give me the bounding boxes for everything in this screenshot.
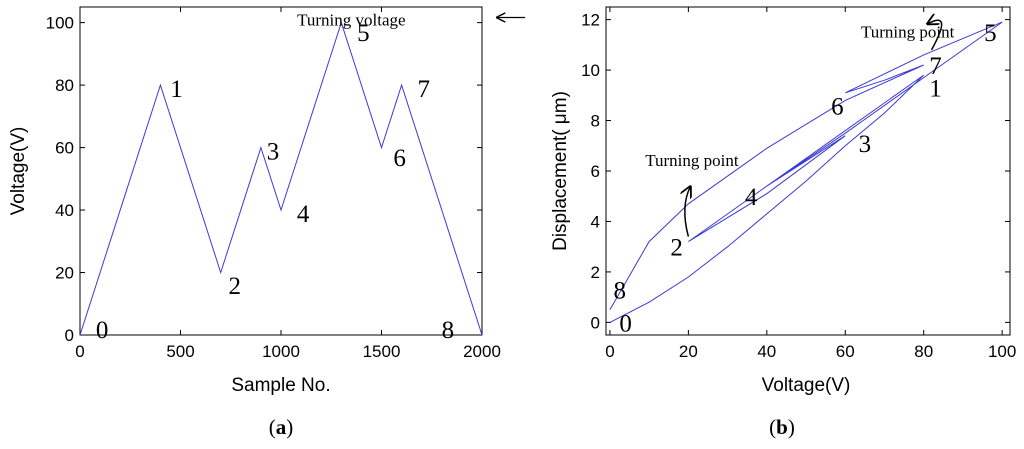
y-tick-label: 60 xyxy=(55,139,74,158)
plot-frame xyxy=(605,6,1011,336)
y-tick-label: 2 xyxy=(591,263,600,282)
point-label-8: 8 xyxy=(613,278,626,305)
annotation-turning-point: Turning point xyxy=(861,22,955,41)
caption-a: (a) xyxy=(269,415,294,439)
y-tick-label: 0 xyxy=(65,326,74,345)
x-tick-label: 500 xyxy=(166,342,194,361)
x-tick-label: 0 xyxy=(605,342,614,361)
x-tick-label: 60 xyxy=(836,342,855,361)
point-label-8: 8 xyxy=(442,317,455,344)
x-axis-label: Voltage(V) xyxy=(762,375,851,396)
point-label-6: 6 xyxy=(831,93,844,120)
annotation-turning-voltage: Turning voltage xyxy=(297,10,405,29)
point-label-1: 1 xyxy=(170,76,183,103)
caption-b: (b) xyxy=(769,415,795,439)
point-label-4: 4 xyxy=(745,184,758,211)
point-label-6: 6 xyxy=(393,145,406,172)
y-axis-label: Displacement( μm) xyxy=(550,91,571,251)
plot-frame xyxy=(79,6,483,336)
point-label-0: 0 xyxy=(619,310,632,337)
turning-point-arrow xyxy=(685,187,691,237)
x-tick-label: 2000 xyxy=(463,342,501,361)
y-tick-label: 6 xyxy=(591,162,600,181)
voltage-series-line xyxy=(79,20,483,336)
point-label-7: 7 xyxy=(417,76,430,103)
point-label-1: 1 xyxy=(929,76,942,103)
y-tick-label: 100 xyxy=(46,14,74,33)
point-label-0: 0 xyxy=(96,317,109,344)
y-tick-label: 4 xyxy=(591,212,600,231)
y-tick-label: 80 xyxy=(55,76,74,95)
x-tick-label: 100 xyxy=(988,342,1016,361)
point-label-4: 4 xyxy=(297,201,310,228)
point-label-5: 5 xyxy=(984,20,997,47)
y-axis-label: Voltage(V) xyxy=(8,127,29,216)
x-tick-label: 1000 xyxy=(262,342,300,361)
y-tick-label: 40 xyxy=(55,201,74,220)
chart-panel-a: 0 500 1000 1500 2000 0 20 40 60 80 100 0 1 2 3 4 5 6 7 8 T… xyxy=(8,6,526,439)
y-tick-label: 12 xyxy=(581,11,600,30)
displacement-series-line xyxy=(609,21,1003,323)
annotation-turning-point: Turning point xyxy=(645,151,739,170)
x-tick-label: 20 xyxy=(679,342,698,361)
y-tick-label: 8 xyxy=(591,112,600,131)
point-label-2: 2 xyxy=(670,235,683,262)
turning-point-arrow xyxy=(928,20,943,51)
y-tick-label: 20 xyxy=(55,264,74,283)
x-axis-label: Sample No. xyxy=(231,375,330,396)
point-label-2: 2 xyxy=(229,273,242,300)
y-tick-label: 0 xyxy=(591,313,600,332)
point-label-5: 5 xyxy=(357,20,370,47)
point-label-3: 3 xyxy=(859,131,872,158)
y-tick-label: 10 xyxy=(581,61,600,80)
point-label-7: 7 xyxy=(929,53,942,80)
x-tick-label: 80 xyxy=(914,342,933,361)
x-tick-label: 40 xyxy=(757,342,776,361)
point-label-3: 3 xyxy=(267,139,280,166)
x-tick-label: 0 xyxy=(75,342,84,361)
x-tick-label: 1500 xyxy=(363,342,401,361)
